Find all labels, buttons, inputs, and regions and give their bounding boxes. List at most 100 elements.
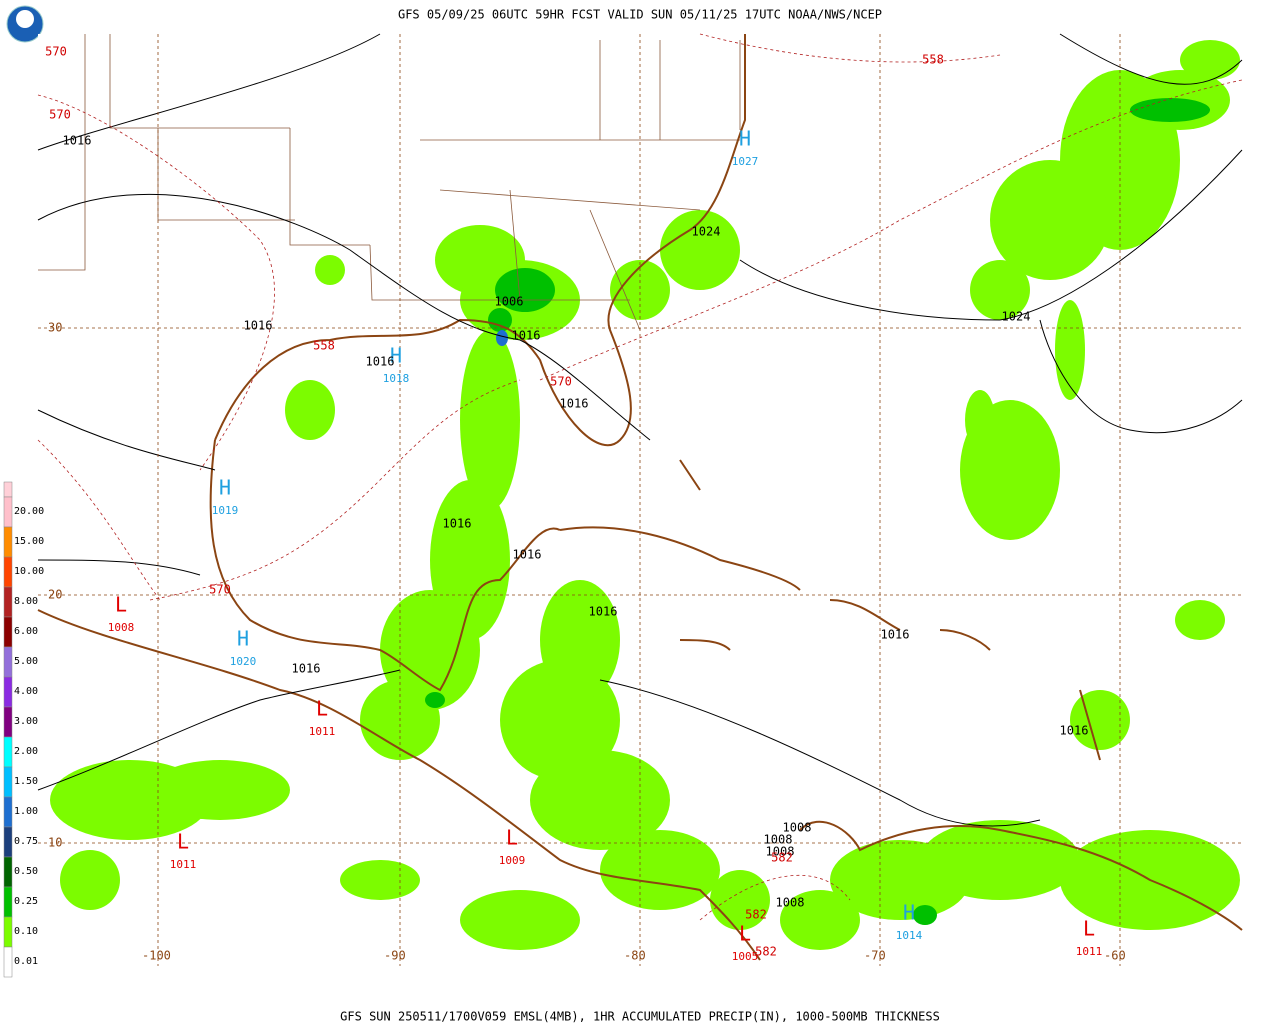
precip-light [610, 260, 670, 320]
colorbar-swatch [3, 916, 13, 948]
title: GFS 05/09/25 06UTC 59HR FCST VALID SUN 0… [398, 8, 882, 22]
isobar-label: 1024 [692, 225, 721, 239]
colorbar-swatch [3, 946, 13, 978]
precip-light [460, 890, 580, 950]
pressure-center-symbol: L [1083, 917, 1095, 941]
colorbar-label: 2.00 [14, 746, 38, 757]
isobar-label: 1016 [443, 517, 472, 531]
pressure-center-symbol: L [506, 826, 518, 850]
isobar [739, 149, 1243, 321]
pressure-center-value: 1014 [896, 929, 923, 942]
precip-moderate [425, 692, 445, 708]
coastline [829, 599, 901, 631]
pressure-center-value: 1020 [230, 655, 257, 668]
pressure-center-value: 1018 [383, 372, 410, 385]
precip-light [150, 760, 290, 820]
colorbar-label: 5.00 [14, 656, 38, 667]
state-border [109, 34, 290, 129]
coastline [679, 639, 731, 651]
precip-light [315, 255, 345, 285]
noaa-logo-inner [16, 10, 34, 28]
precip-light [530, 750, 670, 850]
colorbar-label: 8.00 [14, 596, 38, 607]
precip-light [1055, 300, 1085, 400]
colorbar-label: 6.00 [14, 626, 38, 637]
colorbar-label: 1.00 [14, 806, 38, 817]
precip-light [1175, 600, 1225, 640]
colorbar-label: 0.25 [14, 896, 38, 907]
isobar [37, 669, 401, 791]
pressure-center-symbol: L [316, 697, 328, 721]
colorbar-label: 15.00 [14, 536, 44, 547]
pressure-center-symbol: H [739, 127, 751, 151]
precip-moderate [1130, 98, 1210, 122]
thickness-label: 582 [745, 908, 767, 922]
state-border [509, 189, 521, 301]
isobar-label: 1016 [366, 355, 395, 369]
colorbar-swatch [3, 556, 13, 588]
thickness-contour [37, 94, 275, 471]
longitude-label: -100 [142, 949, 171, 963]
state-border [369, 244, 460, 301]
isobar-label: 1008 [776, 896, 805, 910]
pressure-center-symbol: H [219, 476, 231, 500]
precip-light [920, 820, 1080, 900]
coastline [1079, 689, 1101, 761]
pressure-center-symbol: L [115, 593, 127, 617]
precip-light [970, 260, 1030, 320]
isobar-label: 1008 [766, 845, 795, 859]
pressure-center-value: 1008 [108, 621, 135, 634]
thickness-label: 558 [922, 53, 944, 67]
colorbar-label: 1.50 [14, 776, 38, 787]
latitude-label: 10 [48, 836, 62, 850]
colorbar-swatch [3, 856, 13, 888]
isobar-label: 1006 [495, 295, 524, 309]
isobar-label: 1016 [589, 605, 618, 619]
isobar [37, 33, 381, 151]
colorbar-label: 0.10 [14, 926, 38, 937]
colorbar-swatch [3, 616, 13, 648]
thickness-contour [149, 379, 521, 601]
precip-light [990, 160, 1110, 280]
precip-light [965, 390, 995, 450]
colorbar-swatch [3, 706, 13, 738]
state-border [589, 209, 641, 331]
coastline [939, 629, 991, 651]
thickness-label: 582 [755, 945, 777, 959]
precip-light [540, 580, 620, 700]
pressure-center-value: 1009 [499, 854, 526, 867]
isobar-label: 1024 [1002, 310, 1031, 324]
thickness-label: 558 [313, 339, 335, 353]
coastline [209, 439, 561, 692]
colorbar-label: 0.50 [14, 866, 38, 877]
colorbar-label: 0.01 [14, 956, 38, 967]
precip-light [600, 830, 720, 910]
thickness-label: 570 [209, 583, 231, 597]
longitude-label: -70 [864, 949, 886, 963]
colorbar-label: 4.00 [14, 686, 38, 697]
pressure-center-symbol: H [237, 627, 249, 651]
isobar [37, 409, 216, 471]
latitude-label: 20 [48, 588, 62, 602]
colorbar-swatch [3, 766, 13, 798]
isobar-label: 1016 [292, 662, 321, 676]
colorbar-swatch [3, 676, 13, 708]
isobar [599, 679, 1041, 827]
pressure-center-symbol: L [177, 830, 189, 854]
pressure-center-symbol: H [903, 901, 915, 925]
isobar-label: 1016 [560, 397, 589, 411]
colorbar-label: 0.75 [14, 836, 38, 847]
coastline [37, 609, 761, 961]
coastline [214, 34, 746, 447]
precip-light [660, 210, 740, 290]
precip-heavy [496, 330, 508, 346]
precip-moderate [488, 308, 512, 332]
isobar-label: 1016 [1060, 724, 1089, 738]
state-border [289, 128, 370, 246]
thickness-label: 582 [771, 851, 793, 865]
thickness-label: 570 [45, 45, 67, 59]
precip-moderate [495, 268, 555, 312]
colorbar-swatch [3, 826, 13, 858]
